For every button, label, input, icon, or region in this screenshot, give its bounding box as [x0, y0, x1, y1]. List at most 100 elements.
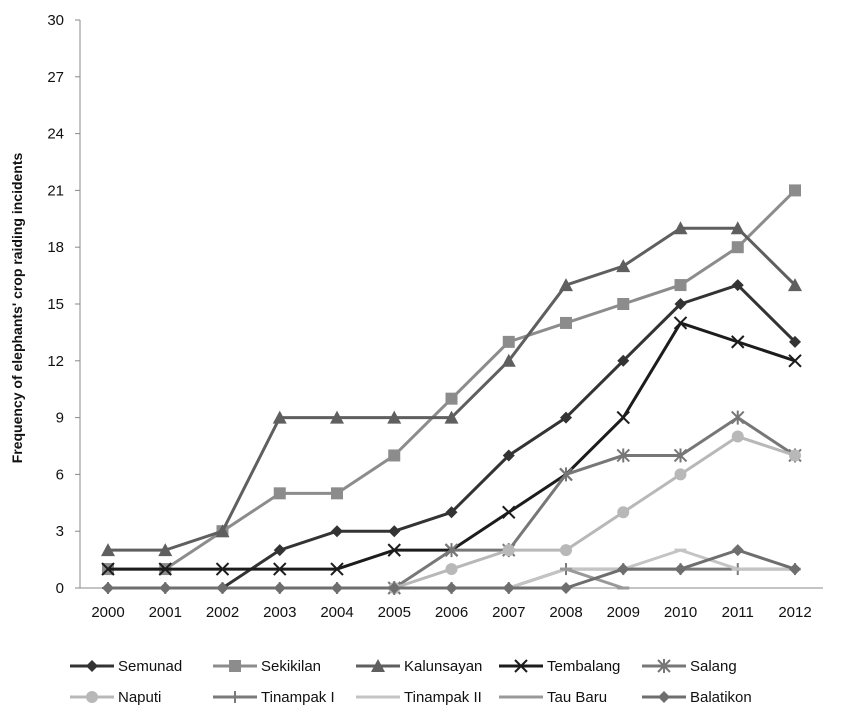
data-point-tembalang	[673, 316, 688, 330]
data-point-kalunsayan	[559, 278, 573, 292]
y-axis-label: Frequency of elephants' crop raiding inc…	[9, 152, 25, 463]
data-point-kalunsayan	[788, 278, 802, 292]
data-point-balatikon	[789, 563, 801, 576]
series-line-salang	[393, 416, 796, 590]
legend-label: Salang	[690, 658, 737, 675]
y-tick-label: 18	[47, 239, 64, 256]
series-line-tembalang	[108, 321, 796, 571]
data-point-semunad	[331, 525, 343, 538]
legend-marker	[229, 660, 241, 672]
series-lines	[101, 184, 802, 595]
data-point-semunad	[388, 525, 401, 538]
legend-item-tembalang: Tembalang	[499, 658, 620, 675]
series-semunad	[216, 279, 801, 594]
data-point-semunad	[445, 506, 458, 519]
data-point-balatikon	[216, 582, 229, 594]
data-point-salang	[616, 448, 630, 463]
y-tick-label: 27	[47, 69, 64, 86]
x-tick-label: 2011	[722, 604, 754, 621]
data-point-tembalang	[788, 354, 802, 368]
x-tick-label: 2005	[378, 604, 411, 621]
data-point-kalunsayan	[616, 259, 631, 273]
data-point-semunad	[789, 335, 801, 348]
data-point-naputi	[502, 544, 515, 557]
data-point-naputi	[560, 544, 572, 557]
data-point-sekikilan	[731, 241, 744, 254]
data-point-tembalang	[215, 562, 230, 576]
x-tick-label: 2007	[492, 604, 525, 621]
data-point-tembalang	[273, 562, 287, 576]
y-tick-label: 12	[47, 353, 64, 370]
data-point-tembalang-stroke	[330, 562, 344, 576]
data-point-semunad	[560, 411, 572, 424]
legend-label: Balatikon	[690, 689, 752, 706]
data-point-sekikilan	[502, 335, 515, 348]
data-point-kalunsayan	[272, 410, 287, 424]
legend-label: Tau Baru	[547, 689, 607, 706]
legend-marker	[86, 660, 98, 672]
x-tick-label: 2004	[320, 604, 353, 621]
data-point-kalunsayan	[387, 410, 402, 424]
data-point-sekikilan	[560, 316, 572, 329]
data-point-semunad	[273, 544, 286, 557]
y-tick-label: 0	[56, 580, 64, 597]
x-tick-label: 2009	[607, 604, 640, 621]
data-point-balatikon	[560, 582, 572, 594]
data-point-kalunsayan	[215, 524, 230, 538]
data-point-tembalang-stroke	[273, 562, 287, 576]
data-point-kalunsayan	[730, 221, 745, 235]
data-point-tembalang-stroke	[101, 562, 115, 576]
data-point-balatikon	[445, 582, 458, 594]
data-point-balatikon	[331, 582, 343, 594]
data-point-tembalang	[101, 562, 115, 576]
x-ticks: 2000 2001 2002 2003 2004 2005 2006 2007 2008 2009…	[91, 604, 811, 621]
legend-label: Kalunsayan	[404, 658, 482, 675]
data-point-balatikon	[617, 563, 630, 576]
x-tick-label: 2003	[263, 604, 296, 621]
x-tick-label: 2006	[435, 604, 468, 621]
x-tick-label: 2010	[664, 604, 697, 621]
legend-item-naputi: Naputi	[70, 689, 161, 706]
data-point-semunad	[502, 449, 515, 462]
data-point-balatikon	[502, 582, 515, 594]
data-point-kalunsayan	[444, 410, 459, 424]
legend-label: Tinampak I	[261, 689, 335, 706]
data-point-balatikon	[102, 582, 114, 594]
data-point-kalunsayan	[501, 353, 516, 367]
data-point-sekikilan	[273, 487, 286, 500]
data-point-naputi	[731, 430, 744, 443]
data-point-sekikilan	[617, 298, 630, 310]
legend-marker	[229, 691, 241, 703]
legend-item-tinampak-i: Tinampak I	[213, 689, 335, 706]
x-tick-label: 2001	[149, 604, 182, 621]
data-point-sekikilan	[331, 487, 343, 500]
series-kalunsayan	[101, 221, 802, 557]
data-point-tembalang	[330, 562, 344, 576]
legend-item-semunad: Semunad	[70, 658, 182, 675]
data-point-balatikon	[273, 582, 286, 594]
data-point-tembalang-stroke	[502, 505, 516, 519]
data-point-tembalang	[158, 562, 172, 576]
data-point-semunad	[674, 298, 687, 310]
data-point-naputi	[789, 449, 801, 462]
data-point-salang	[444, 543, 459, 558]
data-point-kalunsayan	[330, 410, 344, 424]
legend-marker	[371, 659, 385, 672]
data-point-tembalang-stroke	[387, 543, 401, 557]
x-tick-label: 2008	[549, 604, 582, 621]
legend: Semunad Sekikilan Kalunsayan Tembalang Salan…	[70, 658, 752, 706]
legend-item-sekikilan: Sekikilan	[213, 658, 321, 675]
data-point-tembalang-stroke	[616, 410, 630, 425]
data-point-semunad	[617, 354, 630, 367]
y-tick-label: 6	[56, 466, 64, 483]
legend-item-tinampak-ii: Tinampak II	[356, 689, 482, 706]
data-point-semunad	[731, 279, 744, 292]
legend-label: Sekikilan	[261, 658, 321, 675]
x-tick-label: 2002	[206, 604, 239, 621]
x-tick-label: 2000	[91, 604, 124, 621]
data-point-tembalang-stroke	[215, 562, 230, 576]
x-tick-label: 2012	[778, 604, 811, 621]
data-point-naputi	[674, 468, 687, 481]
legend-item-tau-baru: Tau Baru	[499, 689, 607, 706]
y-tick-label: 3	[56, 523, 64, 540]
